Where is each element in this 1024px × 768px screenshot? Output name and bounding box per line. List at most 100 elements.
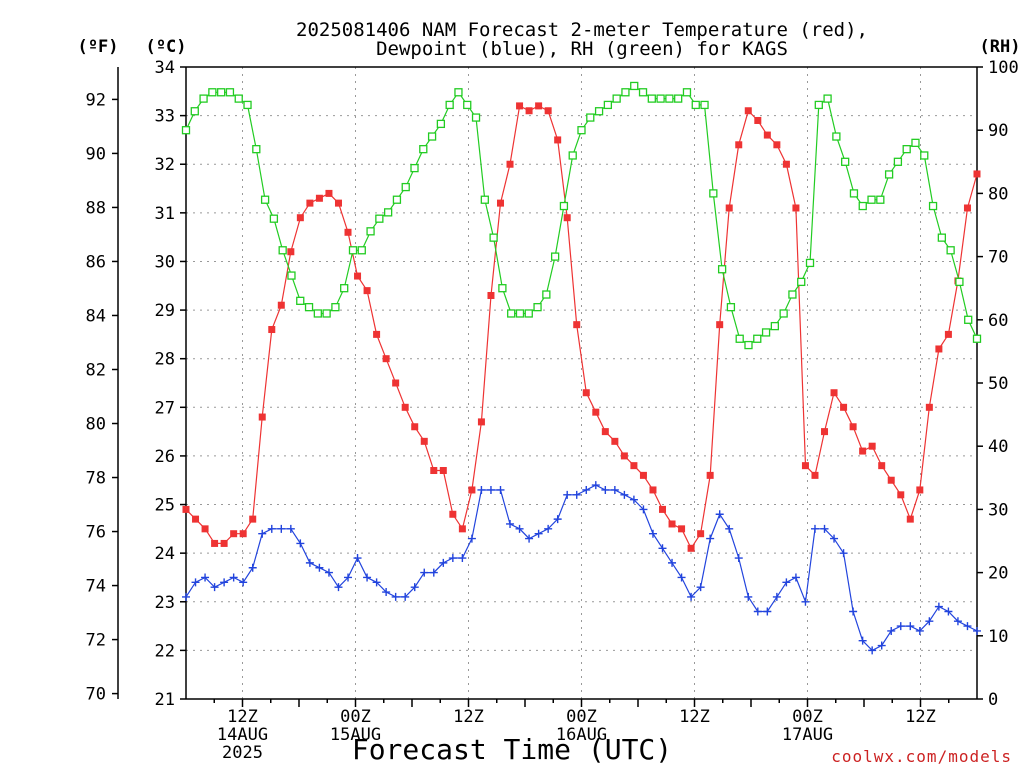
dewpoint-point (696, 583, 705, 592)
temperature-point (849, 423, 857, 431)
x-tick-label: 16AUG (556, 725, 607, 745)
dewpoint-point (353, 554, 362, 563)
rh-point (805, 258, 815, 268)
x-tick-label: 00Z (566, 707, 597, 727)
temperature-point (944, 330, 952, 338)
rh-point (972, 334, 982, 343)
rh-point (937, 233, 946, 242)
temperature-point (868, 442, 876, 450)
dewpoint-point (258, 529, 267, 538)
rh-point (313, 309, 322, 318)
dewpoint-point (620, 490, 629, 499)
rh-point (392, 195, 402, 204)
temperature-point (182, 505, 190, 513)
rh-point (920, 151, 929, 160)
dewpoint-point (668, 558, 677, 567)
grid-lines (186, 67, 977, 699)
temperature-point (620, 452, 628, 460)
dewpoint-point (934, 602, 943, 611)
rh-point (471, 113, 481, 122)
rh-point (788, 290, 797, 299)
rh-point (278, 246, 287, 255)
celsius-tick-label: 31 (155, 204, 175, 224)
dewpoint-point (687, 592, 696, 601)
dewpoint-point (572, 490, 581, 499)
dewpoint-point (648, 529, 657, 538)
rh-point (946, 246, 955, 255)
rh-series (181, 81, 982, 350)
temperature-point (906, 515, 914, 523)
temperature-point (611, 437, 619, 445)
fahrenheit-tick-label: 88 (86, 198, 106, 218)
dewpoint-point (506, 519, 515, 528)
rh-tick-label: 40 (988, 437, 1008, 457)
temperature-point (277, 301, 285, 309)
temperature-point (239, 530, 247, 538)
celsius-tick-label: 32 (155, 155, 175, 175)
rh-point (498, 284, 507, 293)
dewpoint-point (305, 558, 314, 567)
dewpoint-point (973, 626, 981, 635)
dewpoint-point (725, 524, 734, 533)
dewpoint-point (324, 568, 333, 577)
dewpoint-point (925, 617, 934, 626)
rh-point (849, 189, 859, 198)
dewpoint-point (658, 544, 667, 553)
temperature-point (639, 471, 647, 479)
temperature-point (268, 326, 276, 334)
rh-point (911, 138, 920, 147)
temperature-point (392, 379, 400, 387)
dewpoint-point (448, 554, 457, 563)
dewpoint-point (401, 592, 410, 601)
rh-point (744, 340, 753, 350)
temperature-point (487, 291, 495, 299)
fahrenheit-tick-label: 86 (86, 252, 106, 272)
temperature-point (630, 462, 638, 470)
rh-point (709, 189, 718, 198)
x-tick-label: 2025 (222, 743, 263, 763)
rh-point (181, 126, 191, 135)
rh-point (410, 163, 419, 173)
rh-point (550, 252, 560, 261)
dewpoint-point (248, 563, 257, 572)
rh-tick-label: 10 (988, 627, 1008, 647)
rh-tick-label: 30 (988, 500, 1008, 520)
temperature-point (782, 160, 790, 168)
dewpoint-point (229, 573, 238, 582)
fahrenheit-tick-label: 80 (86, 415, 106, 435)
rh-point (208, 88, 217, 97)
temperature-point (220, 539, 228, 547)
x-tick-label: 12Z (905, 707, 936, 727)
temperature-point (344, 228, 352, 236)
rh-point (243, 100, 252, 110)
rh-tick-label: 70 (988, 248, 1008, 268)
rh-point (638, 88, 648, 97)
rh-point (779, 309, 788, 318)
celsius-tick-label: 30 (155, 252, 175, 272)
temperature-point (763, 131, 771, 139)
dewpoint-point (296, 539, 305, 548)
temperature-point (496, 199, 504, 207)
fahrenheit-tick-label: 90 (86, 144, 106, 164)
temperature-point (411, 423, 419, 431)
dewpoint-point (201, 573, 210, 582)
temperature-point (296, 214, 304, 222)
dewpoint-point (858, 636, 867, 645)
rh-point (656, 94, 665, 103)
dewpoint-point (706, 534, 715, 543)
dewpoint-point (372, 578, 381, 587)
dewpoint-point (191, 578, 200, 587)
rh-point (331, 303, 340, 312)
chart-title-line-1: 2025081406 NAM Forecast 2-meter Temperat… (296, 19, 868, 41)
x-tick-label: 15AUG (330, 725, 381, 745)
fahrenheit-tick-label: 74 (86, 577, 106, 597)
temperature-point (659, 505, 667, 513)
celsius-tick-label: 27 (155, 398, 175, 418)
rh-point (401, 182, 410, 192)
rh-point (427, 132, 437, 141)
temperature-point (287, 248, 295, 256)
temperature-point (363, 287, 371, 295)
dewpoint-point (344, 573, 353, 582)
fahrenheit-tick-label: 84 (86, 306, 106, 326)
